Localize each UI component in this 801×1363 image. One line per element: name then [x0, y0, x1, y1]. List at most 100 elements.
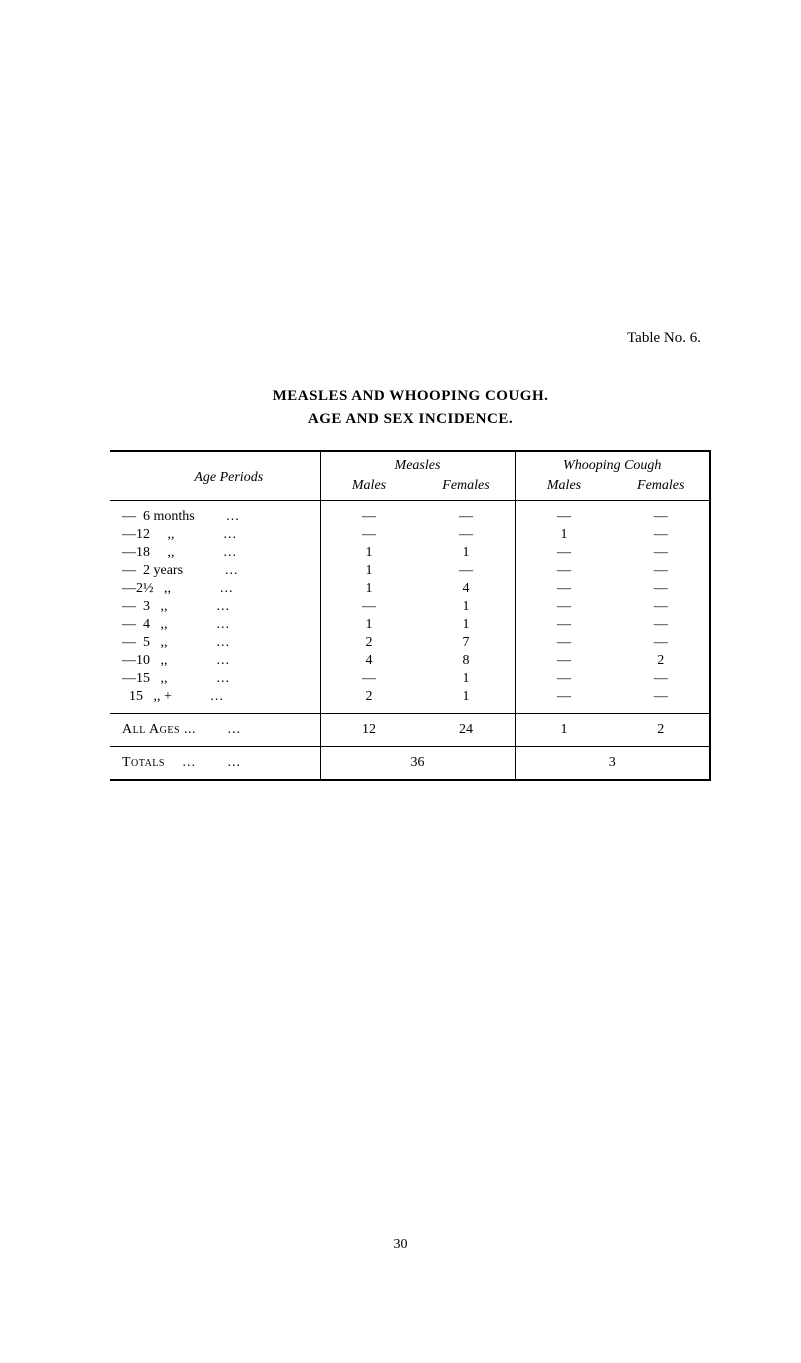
- cell-wf: —: [613, 580, 711, 598]
- totals-label: Totals: [122, 755, 165, 770]
- cell-age: 15 ,, + ...: [110, 688, 320, 714]
- cell-mf: 1: [418, 616, 516, 634]
- cell-wf: —: [613, 634, 711, 652]
- age-label: —2½ ,,: [122, 581, 171, 597]
- table-header: Age Periods Measles Whooping Cough Males…: [110, 451, 710, 501]
- cell-mm: 4: [320, 652, 418, 670]
- cell-mf: —: [418, 562, 516, 580]
- header-measles: Measles: [320, 451, 515, 476]
- table-row: — 2 years ... 1 — — —: [110, 562, 710, 580]
- incidence-table: Age Periods Measles Whooping Cough Males…: [110, 450, 711, 781]
- cell-mm: 1: [320, 544, 418, 562]
- dots: ...: [217, 635, 231, 650]
- age-label: — 6 months: [122, 509, 195, 525]
- cell-wm: —: [515, 616, 613, 634]
- all-ages-row: All Ages ... ... 12 24 1 2: [110, 714, 710, 747]
- cell-mf: 1: [418, 688, 516, 714]
- cell-wm: —: [515, 634, 613, 652]
- title-block: MEASLES AND WHOOPING COUGH. AGE AND SEX …: [110, 385, 711, 430]
- cell-measles-total: 36: [320, 747, 515, 781]
- cell-mm: —: [320, 598, 418, 616]
- header-measles-males: Males: [320, 476, 418, 501]
- table-row: 15 ,, + ... 2 1 — —: [110, 688, 710, 714]
- dots: ...: [227, 755, 241, 770]
- cell-wf: 2: [613, 714, 711, 747]
- table-row: — 6 months ... — — — —: [110, 501, 710, 527]
- age-label: —15 ,,: [122, 671, 168, 687]
- header-age-periods: Age Periods: [110, 451, 320, 501]
- table-row: — 5 ,, ... 2 7 — —: [110, 634, 710, 652]
- cell-age: —18 ,, ...: [110, 544, 320, 562]
- age-label: —12 ,,: [122, 527, 175, 543]
- cell-age: —15 ,, ...: [110, 670, 320, 688]
- cell-mf: 8: [418, 652, 516, 670]
- dots: ...: [226, 509, 240, 524]
- cell-mf: —: [418, 526, 516, 544]
- cell-age: —10 ,, ...: [110, 652, 320, 670]
- dots: ...: [217, 653, 231, 668]
- cell-wm: —: [515, 652, 613, 670]
- dots: ...: [217, 617, 231, 632]
- header-whoop-females: Females: [613, 476, 711, 501]
- cell-mf: 24: [418, 714, 516, 747]
- title-line-1: MEASLES AND WHOOPING COUGH.: [110, 385, 711, 408]
- table-number: Table No. 6.: [110, 330, 711, 347]
- cell-mf: 1: [418, 544, 516, 562]
- dots: ...: [228, 722, 242, 737]
- cell-wf: 2: [613, 652, 711, 670]
- cell-wf: —: [613, 616, 711, 634]
- cell-wm: 1: [515, 526, 613, 544]
- table-row: — 3 ,, ... — 1 — —: [110, 598, 710, 616]
- cell-mm: —: [320, 526, 418, 544]
- table-body: — 6 months ... — — — — —12 ,, ... — — 1 …: [110, 501, 710, 781]
- page-container: Table No. 6. MEASLES AND WHOOPING COUGH.…: [0, 0, 801, 781]
- age-label: —18 ,,: [122, 545, 175, 561]
- cell-wm: —: [515, 670, 613, 688]
- table-row: —2½ ,, ... 1 4 — —: [110, 580, 710, 598]
- cell-totals: Totals ... ...: [110, 747, 320, 781]
- cell-wf: —: [613, 598, 711, 616]
- table-row: — 4 ,, ... 1 1 — —: [110, 616, 710, 634]
- header-whooping: Whooping Cough: [515, 451, 710, 476]
- title-line-2: AGE AND SEX INCIDENCE.: [110, 408, 711, 431]
- age-label: — 4 ,,: [122, 617, 168, 633]
- cell-age: — 3 ,, ...: [110, 598, 320, 616]
- dots: ...: [220, 581, 234, 596]
- cell-mf: 1: [418, 598, 516, 616]
- header-measles-females: Females: [418, 476, 516, 501]
- cell-age: — 5 ,, ...: [110, 634, 320, 652]
- table-row: —10 ,, ... 4 8 — 2: [110, 652, 710, 670]
- dots: ...: [225, 563, 239, 578]
- cell-mm: 2: [320, 688, 418, 714]
- cell-all-ages: All Ages ... ...: [110, 714, 320, 747]
- cell-wf: —: [613, 526, 711, 544]
- cell-whoop-total: 3: [515, 747, 710, 781]
- page-number: 30: [0, 1237, 801, 1253]
- totals-row: Totals ... ... 36 3: [110, 747, 710, 781]
- dots: ...: [224, 527, 238, 542]
- dots: ...: [210, 689, 224, 704]
- age-label: —10 ,,: [122, 653, 168, 669]
- cell-mm: 1: [320, 580, 418, 598]
- cell-wf: —: [613, 501, 711, 527]
- table-row: —18 ,, ... 1 1 — —: [110, 544, 710, 562]
- cell-wm: 1: [515, 714, 613, 747]
- age-label: 15 ,, +: [122, 689, 172, 705]
- table-row: —15 ,, ... — 1 — —: [110, 670, 710, 688]
- cell-mf: —: [418, 501, 516, 527]
- cell-mm: 2: [320, 634, 418, 652]
- cell-mf: 7: [418, 634, 516, 652]
- cell-wm: —: [515, 562, 613, 580]
- age-label: — 5 ,,: [122, 635, 168, 651]
- cell-age: — 4 ,, ...: [110, 616, 320, 634]
- cell-wm: —: [515, 544, 613, 562]
- cell-wf: —: [613, 670, 711, 688]
- cell-mm: 1: [320, 562, 418, 580]
- cell-mm: 12: [320, 714, 418, 747]
- cell-mm: 1: [320, 616, 418, 634]
- cell-age: — 6 months ...: [110, 501, 320, 527]
- cell-age: —2½ ,, ...: [110, 580, 320, 598]
- cell-wm: —: [515, 580, 613, 598]
- age-label: — 2 years: [122, 563, 183, 579]
- cell-wm: —: [515, 501, 613, 527]
